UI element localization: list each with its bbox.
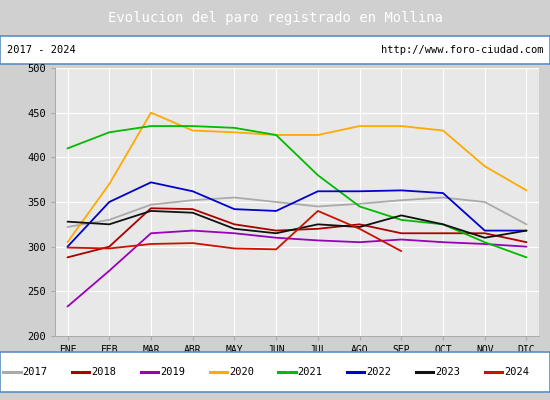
Text: 2020: 2020: [229, 367, 254, 377]
Text: 2023: 2023: [435, 367, 460, 377]
Text: http://www.foro-ciudad.com: http://www.foro-ciudad.com: [381, 45, 543, 55]
Text: 2018: 2018: [91, 367, 117, 377]
Text: 2021: 2021: [298, 367, 323, 377]
Text: Evolucion del paro registrado en Mollina: Evolucion del paro registrado en Mollina: [107, 11, 443, 25]
Text: 2024: 2024: [504, 367, 529, 377]
Text: 2017: 2017: [23, 367, 48, 377]
Text: 2019: 2019: [160, 367, 185, 377]
Text: 2022: 2022: [366, 367, 392, 377]
Text: 2017 - 2024: 2017 - 2024: [7, 45, 75, 55]
